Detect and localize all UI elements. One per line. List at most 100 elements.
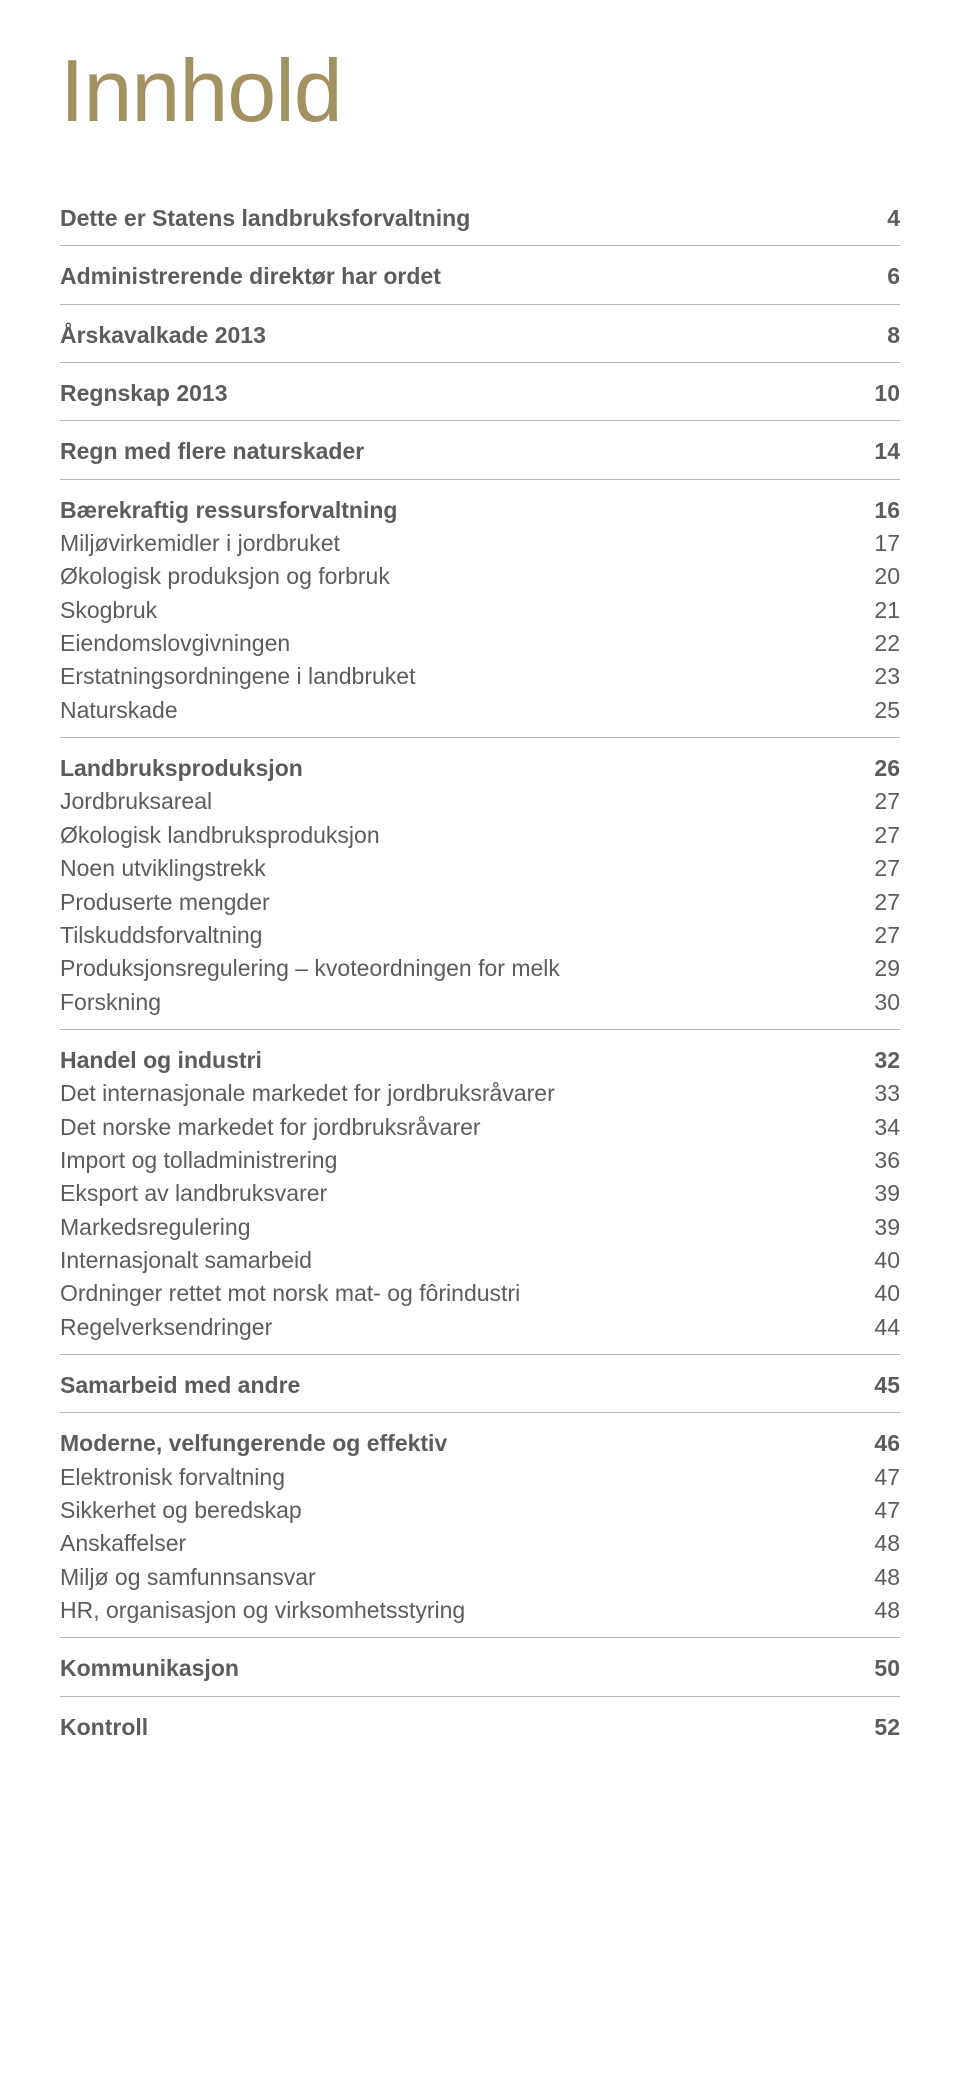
- toc-page-number: 52: [860, 1711, 900, 1744]
- toc-page-number: 10: [860, 377, 900, 410]
- toc-label: Miljø og samfunnsansvar: [60, 1561, 840, 1594]
- toc-label: Samarbeid med andre: [60, 1369, 840, 1402]
- toc-page-number: 21: [860, 594, 900, 627]
- toc-page-number: 48: [860, 1594, 900, 1627]
- toc-page-number: 50: [860, 1652, 900, 1685]
- section-divider: [60, 362, 900, 363]
- toc-page-number: 40: [860, 1244, 900, 1277]
- toc-row: Administrerende direktør har ordet6: [60, 260, 900, 293]
- toc-section: Regnskap 2013 10: [60, 377, 900, 410]
- section-divider: [60, 479, 900, 480]
- toc-page-number: 6: [860, 260, 900, 293]
- table-of-contents: Dette er Statens landbruksforvaltning 4 Ad…: [60, 202, 900, 1744]
- toc-row: Internasjonalt samarbeid 40: [60, 1244, 900, 1277]
- toc-label: Markedsregulering: [60, 1211, 840, 1244]
- toc-label: Eiendomslovgivningen: [60, 627, 840, 660]
- toc-label: Dette er Statens landbruksforvaltning: [60, 202, 840, 235]
- toc-page-number: 4: [860, 202, 900, 235]
- toc-label: Jordbruksareal: [60, 785, 840, 818]
- toc-row: Produserte mengder 27: [60, 886, 900, 919]
- toc-section: Kommunikasjon 50: [60, 1652, 900, 1685]
- section-divider: [60, 420, 900, 421]
- toc-label: Noen utviklingstrekk: [60, 852, 840, 885]
- toc-label: Miljøvirkemidler i jordbruket: [60, 527, 840, 560]
- toc-section: Moderne, velfungerende og effektiv 46Elek…: [60, 1427, 900, 1627]
- toc-page-number: 16: [860, 494, 900, 527]
- toc-row: Ordninger rettet mot norsk mat- og fôrin…: [60, 1277, 900, 1310]
- toc-page-number: 25: [860, 694, 900, 727]
- toc-section: Kontroll52: [60, 1711, 900, 1744]
- toc-page-number: 48: [860, 1561, 900, 1594]
- toc-row: HR, organisasjon og virksomhetsstyring48: [60, 1594, 900, 1627]
- toc-row: Moderne, velfungerende og effektiv 46: [60, 1427, 900, 1460]
- toc-row: Sikkerhet og beredskap47: [60, 1494, 900, 1527]
- toc-label: Moderne, velfungerende og effektiv: [60, 1427, 840, 1460]
- toc-page-number: 39: [860, 1211, 900, 1244]
- toc-row: Kommunikasjon 50: [60, 1652, 900, 1685]
- toc-page-number: 32: [860, 1044, 900, 1077]
- toc-label: Sikkerhet og beredskap: [60, 1494, 840, 1527]
- toc-row: Eksport av landbruksvarer39: [60, 1177, 900, 1210]
- toc-label: Ordninger rettet mot norsk mat- og fôrin…: [60, 1277, 840, 1310]
- toc-page-number: 39: [860, 1177, 900, 1210]
- toc-page-number: 23: [860, 660, 900, 693]
- toc-page-number: 48: [860, 1527, 900, 1560]
- toc-page-number: 26: [860, 752, 900, 785]
- toc-label: Regnskap 2013: [60, 377, 840, 410]
- toc-row: Naturskade25: [60, 694, 900, 727]
- toc-label: Internasjonalt samarbeid: [60, 1244, 840, 1277]
- toc-page-number: 29: [860, 952, 900, 985]
- toc-label: Handel og industri: [60, 1044, 840, 1077]
- toc-label: Regn med flere naturskader: [60, 435, 840, 468]
- toc-row: Økologisk produksjon og forbruk 20: [60, 560, 900, 593]
- toc-row: Miljø og samfunnsansvar 48: [60, 1561, 900, 1594]
- section-divider: [60, 1354, 900, 1355]
- section-divider: [60, 1637, 900, 1638]
- page-title: Innhold: [60, 40, 900, 142]
- toc-page-number: 34: [860, 1111, 900, 1144]
- toc-row: Import og tolladministrering36: [60, 1144, 900, 1177]
- toc-row: Det internasjonale markedet for jordbruk…: [60, 1077, 900, 1110]
- toc-row: Samarbeid med andre45: [60, 1369, 900, 1402]
- toc-page-number: 27: [860, 852, 900, 885]
- toc-row: Produksjonsregulering – kvoteordningen f…: [60, 952, 900, 985]
- toc-row: Anskaffelser48: [60, 1527, 900, 1560]
- toc-label: Import og tolladministrering: [60, 1144, 840, 1177]
- toc-row: Bærekraftig ressursforvaltning16: [60, 494, 900, 527]
- toc-label: Årskavalkade 2013: [60, 319, 840, 352]
- toc-row: Erstatningsordningene i landbruket23: [60, 660, 900, 693]
- toc-label: Det internasjonale markedet for jordbruk…: [60, 1077, 840, 1110]
- toc-label: Tilskuddsforvaltning: [60, 919, 840, 952]
- toc-row: Markedsregulering 39: [60, 1211, 900, 1244]
- section-divider: [60, 1029, 900, 1030]
- toc-page-number: 20: [860, 560, 900, 593]
- toc-row: Det norske markedet for jordbruksråvarer…: [60, 1111, 900, 1144]
- toc-label: Produserte mengder: [60, 886, 840, 919]
- toc-label: Forskning: [60, 986, 840, 1019]
- toc-page-number: 30: [860, 986, 900, 1019]
- toc-label: Landbruksproduksjon: [60, 752, 840, 785]
- toc-page-number: 27: [860, 886, 900, 919]
- section-divider: [60, 1696, 900, 1697]
- toc-row: Elektronisk forvaltning47: [60, 1461, 900, 1494]
- toc-section: Bærekraftig ressursforvaltning16Miljøvir…: [60, 494, 900, 727]
- toc-row: Handel og industri 32: [60, 1044, 900, 1077]
- toc-row: Regn med flere naturskader 14: [60, 435, 900, 468]
- toc-section: Årskavalkade 20138: [60, 319, 900, 352]
- toc-page-number: 17: [860, 527, 900, 560]
- toc-page-number: 44: [860, 1311, 900, 1344]
- toc-page-number: 40: [860, 1277, 900, 1310]
- toc-label: Skogbruk: [60, 594, 840, 627]
- toc-label: Produksjonsregulering – kvoteordningen f…: [60, 952, 840, 985]
- toc-page-number: 14: [860, 435, 900, 468]
- toc-page-number: 33: [860, 1077, 900, 1110]
- toc-label: Økologisk produksjon og forbruk: [60, 560, 840, 593]
- toc-row: Noen utviklingstrekk 27: [60, 852, 900, 885]
- toc-section: Handel og industri 32 Det internasjonale m…: [60, 1044, 900, 1344]
- toc-page-number: 47: [860, 1461, 900, 1494]
- toc-label: Kommunikasjon: [60, 1652, 840, 1685]
- toc-row: Regnskap 2013 10: [60, 377, 900, 410]
- toc-row: Dette er Statens landbruksforvaltning 4: [60, 202, 900, 235]
- toc-row: Skogbruk 21: [60, 594, 900, 627]
- toc-page-number: 46: [860, 1427, 900, 1460]
